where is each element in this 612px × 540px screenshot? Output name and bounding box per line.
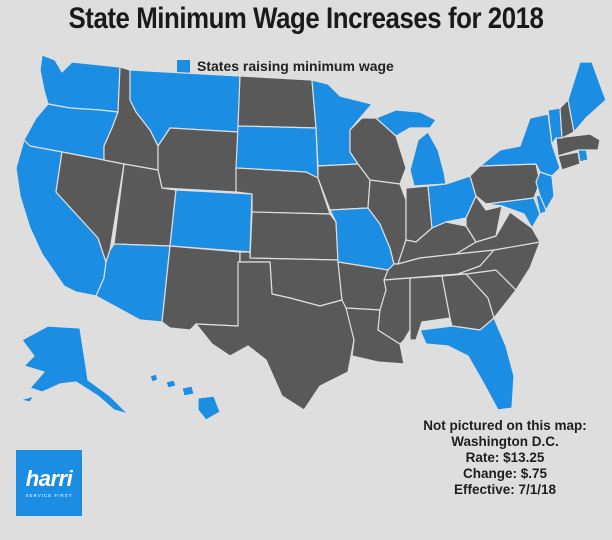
state-ND (237, 75, 317, 129)
state-AR (337, 261, 389, 311)
dc-note-heading: Not pictured on this map: (423, 418, 587, 433)
dc-note: Not pictured on this map: Washington D.C… (405, 418, 605, 498)
map-title: State Minimum Wage Increases for 2018 (68, 2, 544, 35)
state-MI-lower (409, 131, 447, 187)
state-WY (157, 127, 239, 193)
state-ME (567, 61, 607, 133)
state-FL (419, 317, 515, 411)
dc-note-rate: Rate: $13.25 (465, 450, 545, 465)
state-HI-2 (165, 379, 177, 389)
state-VT (547, 107, 563, 145)
state-AK (21, 325, 129, 415)
state-TX (195, 261, 355, 411)
dc-note-place: Washington D.C. (451, 434, 559, 449)
state-CO (169, 189, 253, 253)
state-CT (557, 151, 581, 171)
state-AK-aleutians (19, 395, 35, 403)
state-MI (375, 109, 437, 137)
state-NM (161, 245, 241, 331)
legend-swatch (177, 59, 190, 73)
state-WI (349, 117, 407, 185)
legend-label: States raising minimum wage (197, 58, 394, 74)
state-HI-3 (181, 385, 195, 397)
state-WA (39, 54, 121, 113)
state-HI-1 (149, 373, 159, 383)
state-HI-4 (197, 395, 221, 421)
state-WV (465, 195, 503, 243)
logo-name: harri (25, 466, 73, 491)
dc-note-effective: Effective: 7/1/18 (453, 482, 557, 497)
state-KS (249, 211, 339, 261)
state-MA (555, 133, 601, 157)
state-MD (485, 197, 541, 229)
logo-tagline: SERVICE FIRST (25, 493, 73, 498)
harri-logo: harri SERVICE FIRST (16, 450, 82, 516)
state-NC (457, 241, 541, 291)
dc-note-change: Change: $.75 (462, 466, 548, 481)
legend: States raising minimum wage (177, 58, 394, 74)
